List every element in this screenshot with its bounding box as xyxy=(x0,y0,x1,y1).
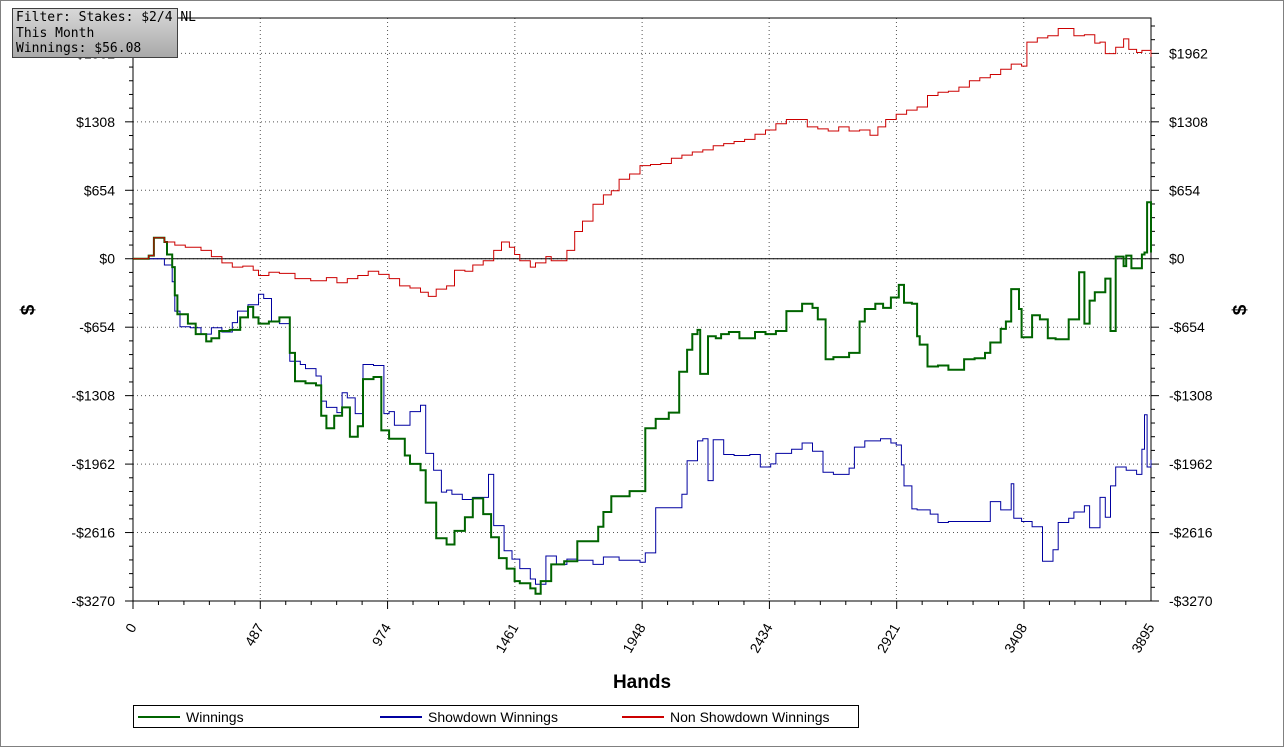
x-tick-label: 3895 xyxy=(1128,620,1158,655)
filter-winnings-text: Winnings: $56.08 xyxy=(16,41,142,56)
series-line-showdown xyxy=(133,258,1152,585)
y-tick-label-left: -$1308 xyxy=(71,388,115,404)
axis-ticks xyxy=(125,25,1159,609)
legend-swatch-winnings xyxy=(138,716,180,718)
y-tick-label-right: -$654 xyxy=(1169,319,1205,335)
legend-label-non-showdown: Non Showdown Winnings xyxy=(670,709,830,725)
y-tick-label-right: -$2616 xyxy=(1169,525,1213,541)
y-tick-label-right: -$1308 xyxy=(1169,388,1213,404)
legend-label-winnings: Winnings xyxy=(186,709,244,725)
series-line-non-showdown xyxy=(133,28,1152,297)
y-tick-label-left: $654 xyxy=(84,182,115,198)
y-tick-label-right: -$3270 xyxy=(1169,593,1213,609)
y-tick-label-left: -$654 xyxy=(79,319,115,335)
x-tick-label: 2434 xyxy=(746,620,776,655)
y-tick-label-right: -$1962 xyxy=(1169,456,1213,472)
legend-swatch-non-showdown xyxy=(622,716,664,718)
x-tick-label: 0 xyxy=(122,620,140,635)
x-tick-label: 2921 xyxy=(874,620,904,655)
y-tick-label-left: $1308 xyxy=(76,114,115,130)
y-tick-label-right: $0 xyxy=(1169,251,1185,267)
legend-label-showdown: Showdown Winnings xyxy=(428,709,558,725)
x-tick-label: 1948 xyxy=(619,620,649,655)
x-tick-label: 1461 xyxy=(492,620,522,655)
filter-info-box: Filter: Stakes: $2/4 NL This Month Winni… xyxy=(12,8,197,58)
x-tick-label: 3408 xyxy=(1001,620,1031,655)
series-lines xyxy=(133,28,1152,595)
series-line-winnings xyxy=(133,201,1152,595)
y-tick-label-right: $1962 xyxy=(1169,45,1208,61)
y-tick-label-left: $0 xyxy=(99,251,115,267)
y-tick-label-left: -$3270 xyxy=(71,593,115,609)
y-tick-label-left: -$2616 xyxy=(71,525,115,541)
x-tick-label: 487 xyxy=(241,620,267,648)
y-axis-title-right: $ xyxy=(1230,304,1251,315)
x-axis-title: Hands xyxy=(613,672,671,693)
y-tick-label-left: -$1962 xyxy=(71,456,115,472)
gridlines xyxy=(132,18,1152,602)
legend-swatch-showdown xyxy=(380,716,422,718)
y-axis-title-left: $ xyxy=(18,304,39,315)
filter-stakes-text: Filter: Stakes: $2/4 NL xyxy=(16,10,197,25)
x-tick-label: 974 xyxy=(369,620,395,648)
filter-period-text: This Month xyxy=(16,25,95,41)
plot-border xyxy=(132,17,1152,602)
y-tick-label-right: $654 xyxy=(1169,182,1200,198)
y-tick-label-right: $1308 xyxy=(1169,114,1208,130)
chart-legend: Winnings Showdown Winnings Non Showdown … xyxy=(133,705,859,728)
